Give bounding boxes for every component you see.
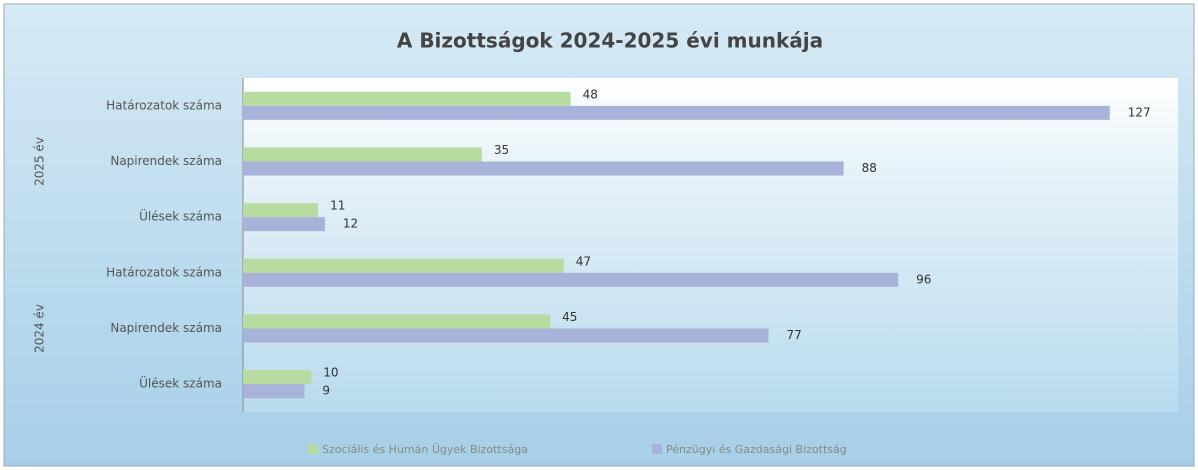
data-label: 10: [323, 366, 338, 380]
data-label: 77: [787, 328, 802, 342]
bar: [243, 91, 571, 106]
bar: [243, 203, 319, 218]
plot-area: [243, 78, 1178, 412]
data-label: 96: [916, 272, 931, 286]
bar: [243, 272, 899, 287]
data-label: 11: [330, 199, 345, 213]
bar: [243, 314, 551, 329]
category-label: Határozatok száma: [106, 265, 222, 279]
legend-swatch: [308, 444, 318, 454]
bar: [243, 147, 482, 162]
data-label: 45: [562, 310, 577, 324]
legend-swatch: [652, 444, 662, 454]
group-label: 2025 év: [33, 137, 47, 186]
category-label: Ülések száma: [139, 375, 222, 391]
data-label: 9: [322, 384, 330, 398]
bar: [243, 328, 769, 343]
bar: [243, 217, 325, 232]
legend-label: Szociális és Humán Ügyek Bizottsága: [322, 443, 528, 456]
bar: [243, 105, 1110, 120]
data-label: 47: [576, 254, 591, 268]
bar: [243, 370, 312, 385]
data-label: 88: [862, 161, 877, 175]
legend-label: Pénzügyi és Gazdasági Bizottság: [666, 443, 847, 456]
category-label: Napirendek száma: [110, 154, 222, 168]
group-label: 2024 év: [33, 304, 47, 353]
category-label: Napirendek száma: [110, 321, 222, 335]
bar: [243, 258, 564, 273]
data-label: 12: [343, 217, 358, 231]
chart-title: A Bizottságok 2024-2025 évi munkája: [397, 29, 823, 53]
data-label: 35: [494, 143, 509, 157]
data-label: 48: [583, 87, 598, 101]
bar: [243, 161, 844, 176]
category-label: Ülések száma: [139, 208, 222, 224]
data-label: 127: [1128, 105, 1151, 119]
bar: [243, 384, 305, 399]
category-label: Határozatok száma: [106, 98, 222, 112]
